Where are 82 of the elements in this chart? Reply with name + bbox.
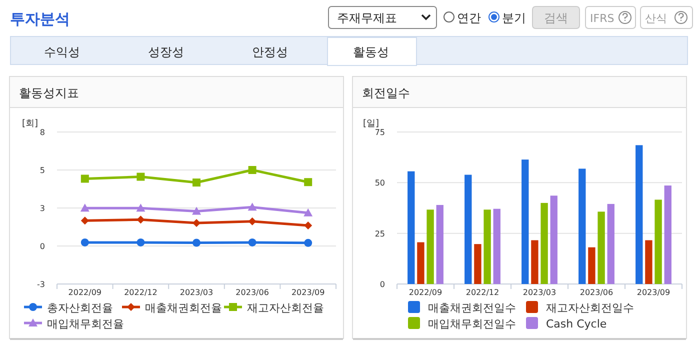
text: 활동성 — [353, 45, 389, 59]
point — [304, 178, 312, 186]
point — [248, 217, 256, 226]
text: 분기 — [502, 11, 526, 25]
point — [248, 238, 256, 246]
bar — [522, 160, 529, 284]
point — [248, 202, 257, 211]
y-axis-title: [회] — [22, 119, 38, 129]
bar — [654, 200, 662, 284]
point — [136, 238, 145, 246]
chart-title: 회전일수 — [362, 86, 410, 100]
text: 주재무제표 — [337, 11, 397, 25]
text: 검색 — [544, 11, 568, 25]
legend-label: 매입채무회전율 — [47, 318, 124, 330]
x-tick-label: 2023/03 — [522, 288, 556, 297]
y-tick-label: 50 — [374, 178, 385, 188]
bar — [550, 196, 558, 284]
bar — [531, 240, 538, 284]
point — [136, 216, 145, 224]
point — [192, 219, 200, 228]
text: 산식 — [645, 12, 667, 25]
x-tick-label: 2023/03 — [180, 288, 214, 297]
x-tick-label: 2023/06 — [580, 288, 614, 297]
bar — [607, 204, 614, 284]
bar — [436, 204, 444, 284]
x-tick-label: 2022/12 — [124, 288, 158, 297]
point — [304, 221, 312, 230]
y-tick-label: 5 — [40, 166, 45, 175]
x-tick-label: 2023/09 — [636, 288, 670, 297]
bar — [588, 247, 596, 284]
bar — [598, 212, 605, 284]
bar — [578, 168, 586, 284]
legend-label: 재고자산회전율 — [247, 302, 324, 314]
point — [80, 238, 89, 246]
point — [192, 238, 200, 247]
legend-label: 매출채권회전율 — [145, 302, 222, 314]
x-tick-label: 2023/09 — [291, 288, 325, 297]
point — [80, 204, 90, 212]
legend-label: 매출채권회전일수 — [428, 302, 516, 314]
text: IFRS — [590, 12, 614, 25]
point — [192, 178, 200, 187]
bar — [645, 240, 652, 284]
bar — [636, 145, 643, 284]
x-tick-label: 2022/09 — [68, 288, 102, 297]
bar — [540, 202, 548, 284]
text: 안정성 — [252, 45, 288, 59]
point — [80, 216, 89, 225]
chart-title: 활동성지표 — [19, 86, 79, 100]
bar — [493, 208, 500, 284]
legend-label: 총자산회전율 — [47, 302, 113, 314]
point — [80, 174, 89, 183]
bar — [417, 242, 424, 284]
bar — [464, 174, 472, 284]
bar — [664, 186, 672, 284]
point — [304, 238, 312, 247]
text: 수익성 — [44, 45, 80, 59]
y-tick-label: 3 — [40, 204, 45, 213]
point — [136, 172, 145, 181]
y-axis-title: [일] — [363, 119, 380, 129]
point — [192, 206, 201, 215]
bar — [426, 210, 434, 284]
x-tick-label: 2023/06 — [236, 288, 269, 297]
bar — [408, 171, 415, 284]
y-tick-label: 0 — [40, 242, 45, 251]
point — [136, 204, 146, 212]
y-tick-label: 75 — [374, 128, 385, 137]
point — [304, 208, 313, 216]
y-tick-label: -3 — [37, 280, 45, 289]
point — [248, 166, 256, 174]
y-tick-label: 25 — [374, 229, 385, 238]
x-tick-label: 2022/12 — [466, 288, 500, 297]
y-tick-label: 8 — [40, 128, 45, 137]
text: 연간 — [457, 11, 481, 25]
legend-label: 재고자산회전일수 — [546, 302, 634, 314]
legend-label: 매입채무회전일수 — [428, 318, 516, 330]
text: 투자분석 — [10, 10, 70, 28]
x-tick-label: 2022/09 — [408, 288, 442, 297]
bar — [484, 210, 491, 284]
bar — [474, 244, 482, 284]
legend-label: Cash Cycle — [546, 318, 607, 330]
y-tick-label: 0 — [380, 280, 385, 289]
text: 성장성 — [148, 45, 184, 59]
